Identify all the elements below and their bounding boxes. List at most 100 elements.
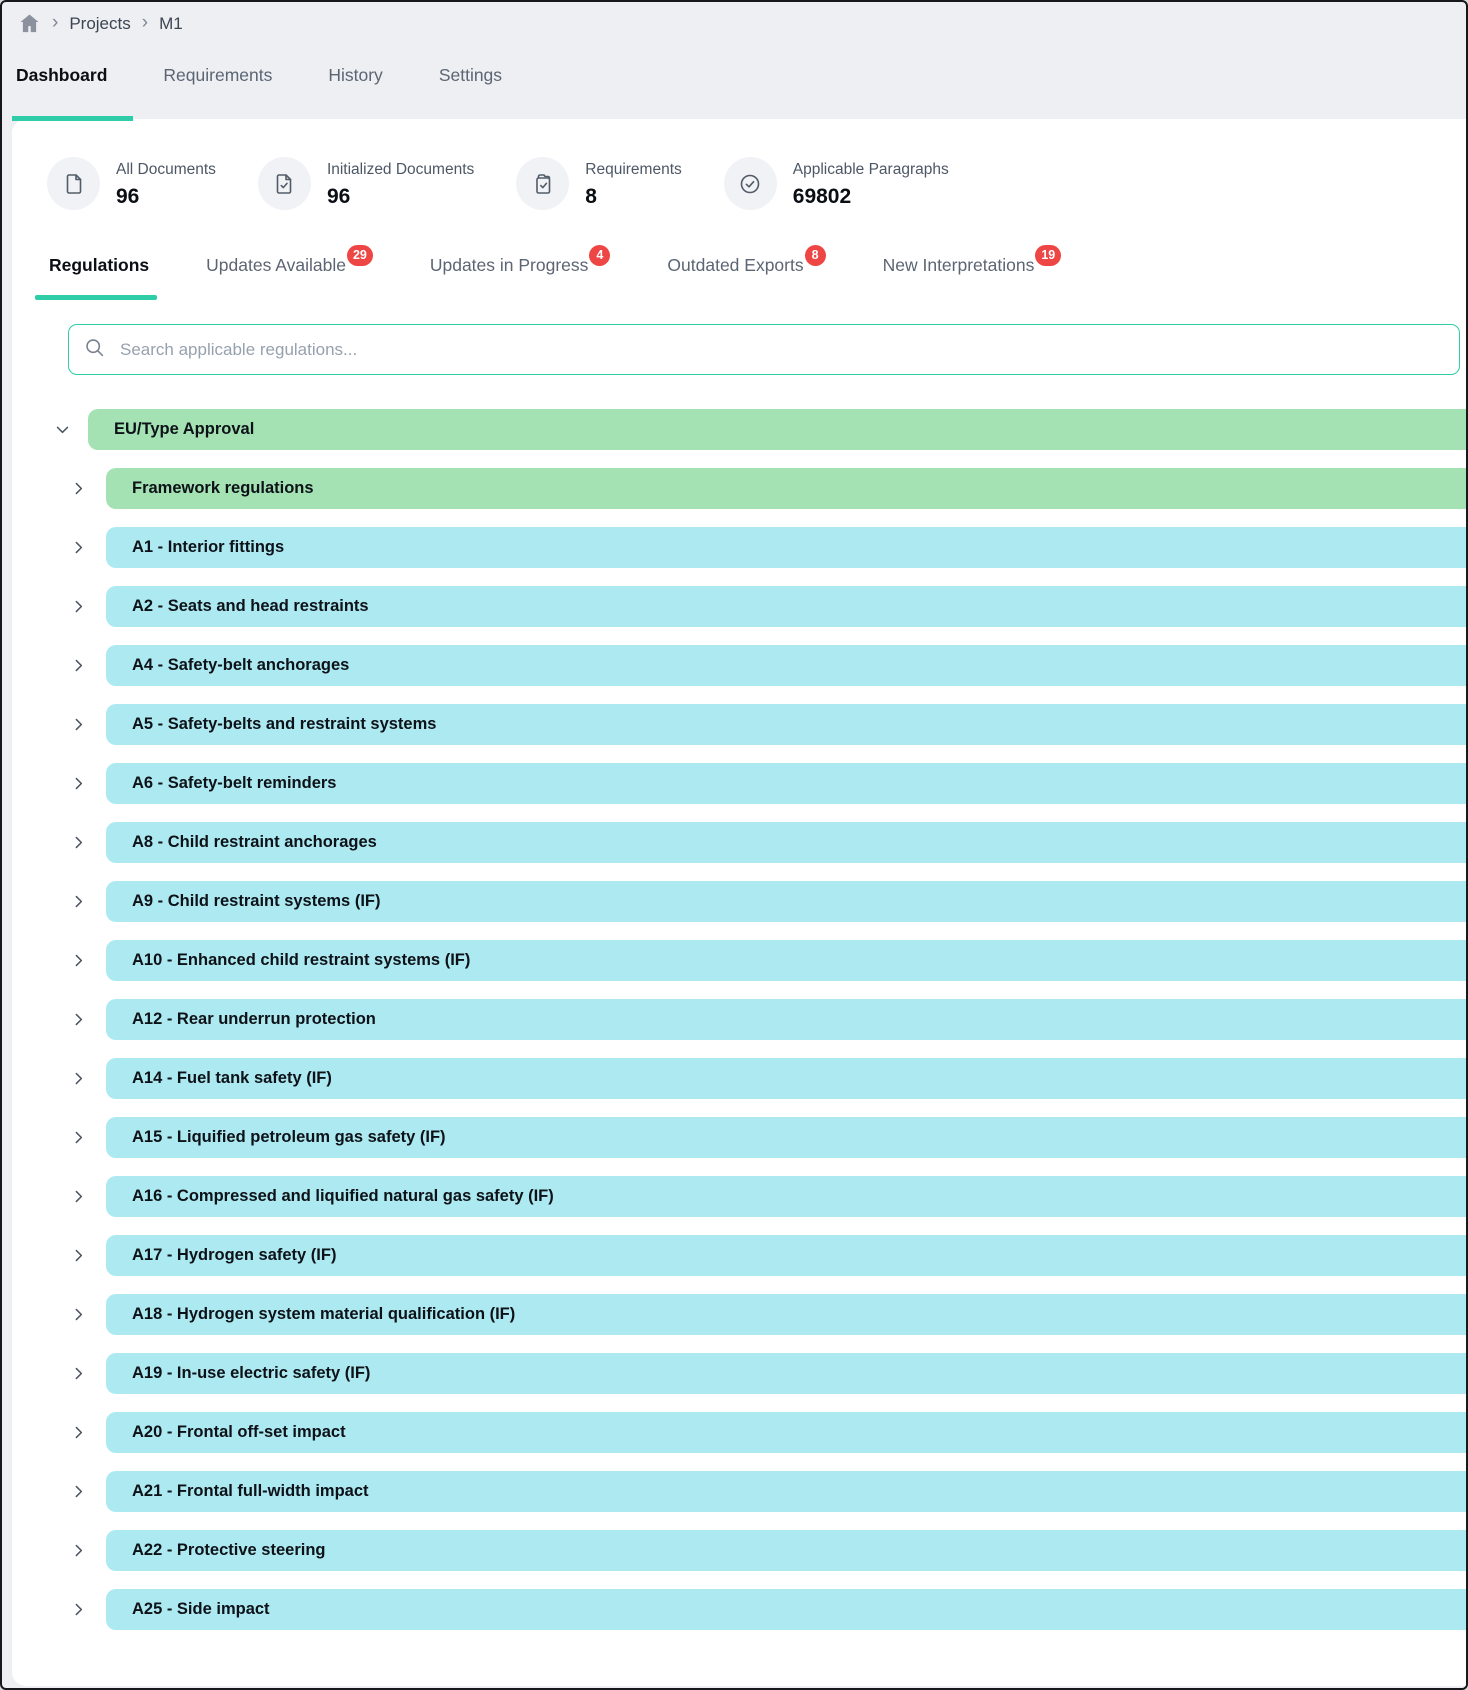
chevron-right-icon[interactable] (69, 1128, 88, 1147)
subtab-updates-available[interactable]: Updates Available 29 (206, 244, 373, 278)
subtab-label: New Interpretations (882, 255, 1035, 275)
tree-row-bar[interactable]: A21 - Frontal full-width impact (106, 1471, 1466, 1512)
subtab-badge: 29 (346, 244, 373, 266)
tree-row-bar[interactable]: A8 - Child restraint anchorages (106, 822, 1466, 863)
breadcrumb-item-projects[interactable]: Projects (69, 13, 131, 33)
chevron-right-icon[interactable] (69, 597, 88, 616)
tree-row-a1-interior-fittings: A1 - Interior fittings (12, 527, 1466, 568)
stat-applicable-paragraphs: Applicable Paragraphs 69802 (723, 157, 949, 210)
tree-row-bar[interactable]: A18 - Hydrogen system material qualifica… (106, 1294, 1466, 1335)
tree-row-a22-protective-steering: A22 - Protective steering (12, 1530, 1466, 1571)
chevron-right-icon[interactable] (69, 833, 88, 852)
chevron-right-icon[interactable] (69, 951, 88, 970)
tree-row-bar[interactable]: A22 - Protective steering (106, 1530, 1466, 1571)
tree-row-bar[interactable]: A25 - Side impact (106, 1589, 1466, 1630)
tree-row-bar[interactable]: EU/Type Approval (88, 409, 1466, 450)
tree-row-label: EU/Type Approval (114, 420, 255, 438)
main-tab-label: Requirements (163, 65, 273, 85)
tree-row-bar[interactable]: A20 - Frontal off-set impact (106, 1412, 1466, 1453)
subtab-updates-in-progress[interactable]: Updates in Progress 4 (430, 244, 611, 278)
tree-row-a14-fuel-tank-safety-if: A14 - Fuel tank safety (IF) (12, 1058, 1466, 1099)
main-tabs: Dashboard Requirements History Settings (16, 65, 502, 86)
tree-row-label: A14 - Fuel tank safety (IF) (132, 1069, 332, 1087)
stat-requirements: Requirements 8 (516, 157, 682, 210)
main-tab-label: History (328, 65, 383, 85)
main-tab-history[interactable]: History (328, 65, 382, 86)
chevron-right-icon[interactable] (69, 1069, 88, 1088)
tree-row-label: A2 - Seats and head restraints (132, 597, 369, 615)
main-tab-label: Settings (438, 65, 503, 85)
tree-row-label: A10 - Enhanced child restraint systems (… (132, 951, 471, 969)
tree-row-bar[interactable]: A14 - Fuel tank safety (IF) (106, 1058, 1466, 1099)
breadcrumb-item-m1[interactable]: M1 (159, 13, 183, 33)
tree-row-label: A6 - Safety-belt reminders (132, 774, 337, 792)
chevron-right-icon[interactable] (69, 479, 88, 498)
stat-all-documents: All Documents 96 (47, 157, 216, 210)
tree-row-bar[interactable]: A4 - Safety-belt anchorages (106, 645, 1466, 686)
tree-row-label: A19 - In-use electric safety (IF) (132, 1364, 371, 1382)
chevron-down-icon[interactable] (53, 420, 72, 439)
chevron-right-icon[interactable] (69, 1246, 88, 1265)
tree-row-a8-child-restraint-anchorages: A8 - Child restraint anchorages (12, 822, 1466, 863)
chevron-right-icon[interactable] (69, 1364, 88, 1383)
tree-row-a19-in-use-electric-safety-if: A19 - In-use electric safety (IF) (12, 1353, 1466, 1394)
tree-row-bar[interactable]: A19 - In-use electric safety (IF) (106, 1353, 1466, 1394)
tree-row-label: A21 - Frontal full-width impact (132, 1482, 369, 1500)
main-tab-label: Dashboard (16, 65, 108, 85)
tree-row-label: A9 - Child restraint systems (IF) (132, 892, 381, 910)
chevron-right-icon[interactable] (69, 1187, 88, 1206)
chevron-right-icon[interactable] (69, 656, 88, 675)
tree-row-bar[interactable]: A6 - Safety-belt reminders (106, 763, 1466, 804)
circle-check-icon (723, 157, 777, 210)
chevron-right-icon[interactable] (69, 538, 88, 557)
tree-row-bar[interactable]: A5 - Safety-belts and restraint systems (106, 704, 1466, 745)
stat-value: 69802 (792, 184, 852, 208)
chevron-right-icon[interactable] (69, 1423, 88, 1442)
subtab-regulations[interactable]: Regulations (49, 255, 149, 276)
breadcrumb-separator: › (141, 11, 149, 33)
main-tab-dashboard[interactable]: Dashboard (16, 65, 107, 86)
main-tab-requirements[interactable]: Requirements (163, 65, 272, 86)
document-check-icon (257, 157, 311, 210)
stat-value: 8 (585, 184, 597, 208)
chevron-right-icon[interactable] (69, 1305, 88, 1324)
tree-row-label: A20 - Frontal off-set impact (132, 1423, 346, 1441)
chevron-right-icon[interactable] (69, 892, 88, 911)
tree-row-label: A22 - Protective steering (132, 1541, 326, 1559)
tree-row-eu-type-approval: EU/Type Approval (12, 409, 1466, 450)
search-icon (84, 337, 105, 363)
chevron-right-icon[interactable] (69, 1600, 88, 1619)
stat-label: Applicable Paragraphs (792, 160, 949, 178)
tree-row-bar[interactable]: Framework regulations (106, 468, 1466, 509)
home-icon[interactable] (18, 12, 41, 35)
tree-row-label: A16 - Compressed and liquified natural g… (132, 1187, 554, 1205)
chevron-right-icon[interactable] (69, 1482, 88, 1501)
tree-row-bar[interactable]: A10 - Enhanced child restraint systems (… (106, 940, 1466, 981)
tree-row-a12-rear-underrun-protection: A12 - Rear underrun protection (12, 999, 1466, 1040)
search-input[interactable] (118, 338, 1444, 361)
chevron-right-icon[interactable] (69, 1010, 88, 1029)
stat-initialized-documents: Initialized Documents 96 (257, 157, 474, 210)
tree-row-bar[interactable]: A9 - Child restraint systems (IF) (106, 881, 1466, 922)
tree-row-a25-side-impact: A25 - Side impact (12, 1589, 1466, 1630)
stat-label: Requirements (585, 160, 682, 178)
main-tab-settings[interactable]: Settings (439, 65, 502, 86)
subtab-outdated-exports[interactable]: Outdated Exports 8 (667, 244, 826, 278)
tree-row-a15-liquified-petroleum-gas-safety-if: A15 - Liquified petroleum gas safety (IF… (12, 1117, 1466, 1158)
tree-row-a18-hydrogen-system-material-qualification-if: A18 - Hydrogen system material qualifica… (12, 1294, 1466, 1335)
tree-row-bar[interactable]: A16 - Compressed and liquified natural g… (106, 1176, 1466, 1217)
chevron-right-icon[interactable] (69, 715, 88, 734)
sub-tabs: Regulations Updates Available 29 Updates in… (49, 244, 1062, 278)
tree-row-bar[interactable]: A17 - Hydrogen safety (IF) (106, 1235, 1466, 1276)
tree-row-label: A15 - Liquified petroleum gas safety (IF… (132, 1128, 446, 1146)
chevron-right-icon[interactable] (69, 1541, 88, 1560)
tree-row-bar[interactable]: A2 - Seats and head restraints (106, 586, 1466, 627)
tree-row-bar[interactable]: A12 - Rear underrun protection (106, 999, 1466, 1040)
tree-row-bar[interactable]: A15 - Liquified petroleum gas safety (IF… (106, 1117, 1466, 1158)
chevron-right-icon[interactable] (69, 774, 88, 793)
subtab-new-interpretations[interactable]: New Interpretations 19 (882, 244, 1062, 278)
tree-row-bar[interactable]: A1 - Interior fittings (106, 527, 1466, 568)
tree-row-a5-safety-belts-and-restraint-systems: A5 - Safety-belts and restraint systems (12, 704, 1466, 745)
tree-row-label: A17 - Hydrogen safety (IF) (132, 1246, 337, 1264)
